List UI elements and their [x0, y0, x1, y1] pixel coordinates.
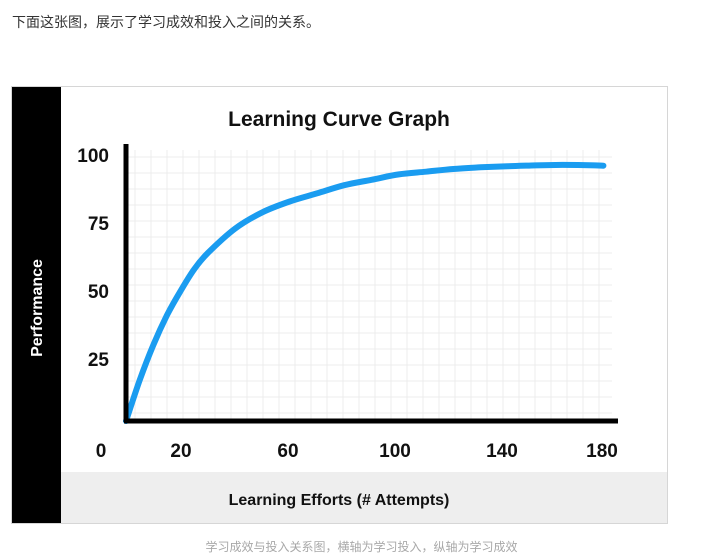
- series-curve: [123, 161, 607, 424]
- x-tick-label: 60: [277, 441, 298, 462]
- x-tick-label: 0: [96, 441, 107, 462]
- chart-title: Learning Curve Graph: [228, 108, 450, 131]
- y-tick-label: 100: [77, 146, 109, 167]
- x-tick-labels: 0 20 60 100 140 180: [96, 441, 618, 462]
- x-tick-label: 100: [379, 441, 411, 462]
- x-label-band: [61, 472, 667, 523]
- x-axis-label: Learning Efforts (# Attempts): [229, 492, 450, 509]
- chart-background: [12, 87, 667, 523]
- chart-grid: [128, 150, 612, 419]
- y-label-band: [12, 87, 61, 523]
- learning-curve-chart: Learning Curve Graph 0 20 60 100 140 180 100 7…: [12, 87, 667, 523]
- x-tick-label: 20: [170, 441, 191, 462]
- intro-text: 下面这张图，展示了学习成效和投入之间的关系。: [12, 15, 320, 31]
- x-tick-label: 140: [486, 441, 518, 462]
- chart-figure: Learning Curve Graph 0 20 60 100 140 180 100 7…: [11, 86, 668, 524]
- y-tick-label: 25: [88, 350, 110, 371]
- y-tick-label: 75: [88, 214, 110, 235]
- y-axis-label: Performance: [29, 259, 46, 357]
- y-tick-label: 50: [88, 282, 109, 303]
- y-tick-labels: 100 75 50 25: [77, 146, 109, 371]
- figure-caption: 学习成效与投入关系图，横轴为学习投入，纵轴为学习成效: [205, 540, 518, 554]
- x-tick-label: 180: [586, 441, 618, 462]
